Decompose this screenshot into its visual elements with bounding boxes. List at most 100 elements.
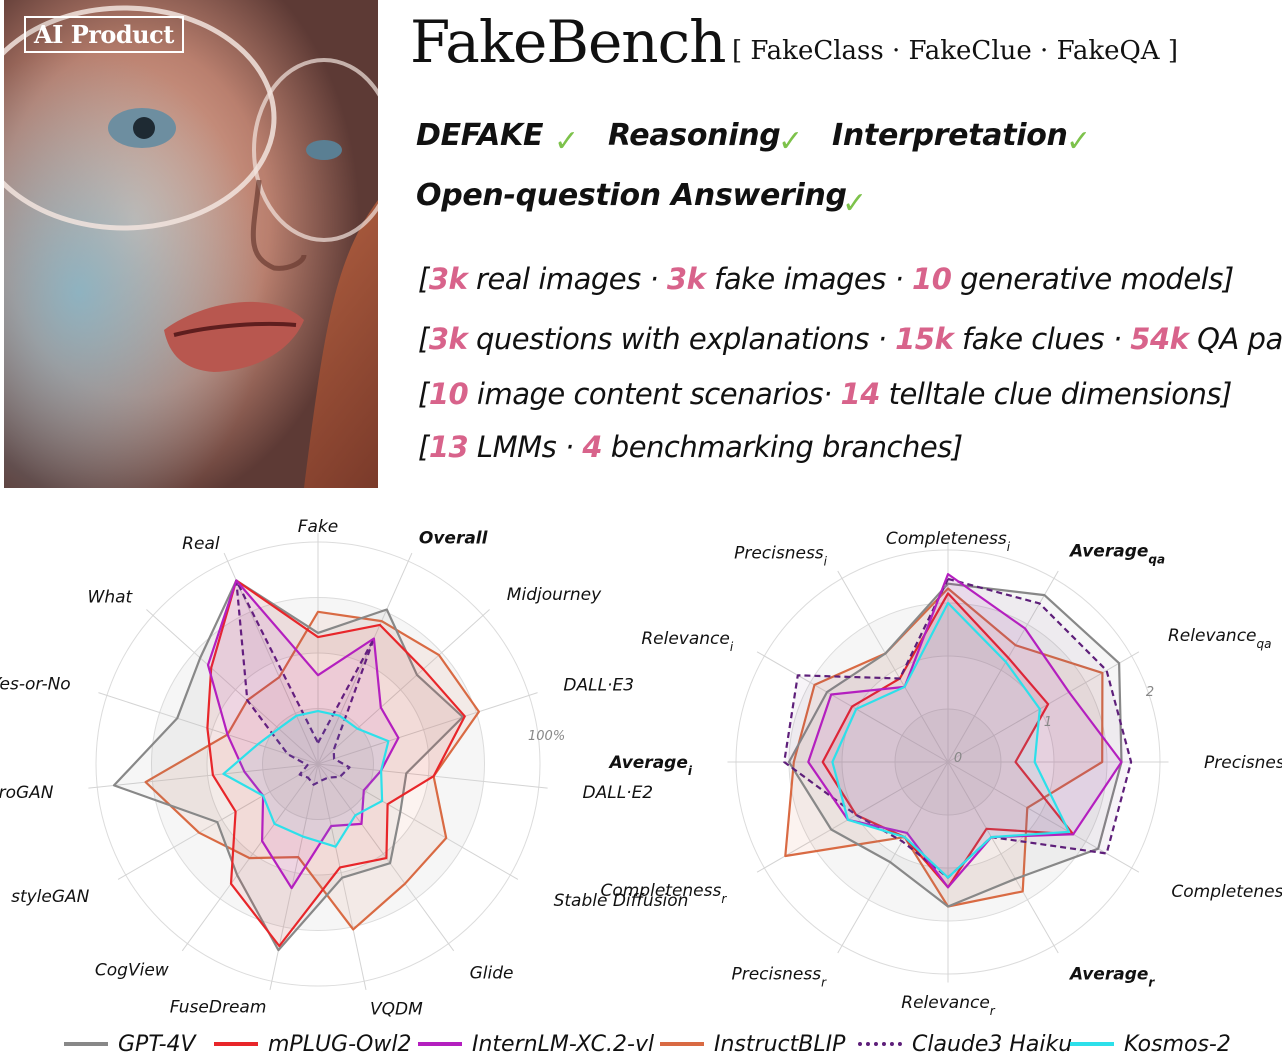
legend-line-gpt-4v [64,1042,108,1046]
axis-label-precisness-r: Precisnessr [731,964,827,989]
series-internlm-xc-2-vl [206,579,400,890]
tick-label: 2 [1146,685,1154,700]
axis-label-average-i: Averagei [607,753,692,778]
legend-label: Claude3 Haiku [912,1031,1073,1057]
stat-number: 10 [428,377,469,411]
legend-item-gpt-4v: GPT-4V [64,1030,196,1058]
grid-spoke [837,761,949,954]
stat-text: image content scenarios· [468,377,841,411]
stat-text: [ [418,377,429,411]
legend-label: mPLUG-Owl2 [268,1031,412,1057]
stat-number: 54k [1130,322,1189,356]
series-gpt-4v [112,579,464,952]
stat-line-lmms: [13 LMMs · 4 benchmarking branches] [418,430,963,464]
stat-line-images: [3k real images · 3k fake images · 10 ge… [418,262,1234,296]
axis-label-yes-or-no: Yes-or-No [0,675,71,695]
grid-spoke [317,692,538,765]
page-title: FakeBench [410,8,726,76]
legend-item-claude3-haiku: Claude3 Haiku [858,1030,1072,1058]
grid-spoke [756,761,949,873]
series-claude3-haiku [235,579,375,786]
stat-number: 15k [895,322,954,356]
grid-spoke [317,609,490,765]
grid-spoke [947,651,1140,763]
legend-item-kosmos-2: Kosmos-2 [1070,1030,1231,1058]
legend-label: Kosmos-2 [1124,1031,1231,1057]
stat-text: questions with explanations · [467,322,896,356]
hero-photo: AI Product [4,0,378,488]
radar-charts: Fake Overall Midjourney DALL·E3 DALL·E2 Stabl… [0,517,1282,1020]
stat-text: LMMs · [468,430,583,464]
axis-label-average-qa: Averageqa [1068,542,1165,567]
legend-line-internlm [418,1042,462,1046]
axis-label-what: What [88,588,134,608]
legend-item-internlm: InternLM-XC.2-vl [418,1030,654,1058]
axis-label-dall-e2: DALL·E2 [583,783,654,803]
legend-line-claude3-haiku [858,1042,902,1046]
check-icon: ✓ [554,124,580,159]
stat-line-questions: [3k questions with explanations · 15k fa… [418,322,1282,356]
axis-label-relevance-qa: Relevanceqa [1168,626,1272,651]
tick-label: 0 [954,751,962,766]
ai-product-badge: AI Product [24,16,184,53]
legend-item-mplug-owl2: mPLUG-Owl2 [214,1030,411,1058]
stat-text: generative models] [951,262,1234,296]
stat-text: [ [418,430,429,464]
stat-number: 3k [666,262,706,296]
task-interpretation: Interpretation [832,118,1068,153]
axis-label-cogview: CogView [95,961,169,981]
legend-line-kosmos-2 [1070,1042,1114,1046]
axis-label-real: Real [182,534,220,554]
page-subtitle: [ FakeClass · FakeClue · FakeQA ] [732,36,1178,66]
legend-item-instructblip: InstructBLIP [660,1030,845,1058]
series-instructblip [144,610,480,931]
axis-label-stylegan: styleGAN [11,887,90,907]
grid-spoke [269,763,319,990]
chart-legend: GPT-4V mPLUG-Owl2 InternLM-XC.2-vl Instr… [0,1028,1282,1062]
stat-number: 10 [912,262,952,296]
axis-label-completeness-i: Completenessi [886,529,1011,554]
grid-spoke [88,763,319,789]
legend-line-mplug-owl2 [214,1042,258,1046]
stat-number: 3k [428,262,468,296]
legend-label: InstructBLIP [714,1031,846,1057]
tick-label: 100% [528,729,565,744]
check-icon: ✓ [842,186,868,221]
task-reasoning: Reasoning [608,118,781,153]
series-kosmos-2 [831,601,1071,879]
check-icon: ✓ [1066,124,1092,159]
portrait-illustration [4,0,378,488]
stat-text: real images · [467,262,667,296]
stat-text: benchmarking branches] [602,430,963,464]
legend-label: GPT-4V [118,1031,196,1057]
axis-label-completeness-r: Completenessr [600,881,727,906]
axis-label-completeness-qa: Completenessqa [1171,882,1282,907]
task-open-question-answering: Open-question Answering [416,178,847,213]
grid-spoke [837,570,949,763]
grid-spoke [947,761,1059,954]
stat-text: [ [418,262,429,296]
grid-spoke [947,761,1140,873]
axis-label-precisness-qa: Precisnessqa [1204,753,1282,778]
axis-label-fake: Fake [298,517,339,537]
axis-label-overall: Overall [419,528,489,548]
axis-label-average-r: Averager [1068,964,1155,989]
stat-text: [ [418,322,429,356]
grid-spoke [317,552,413,765]
axis-label-glide: Glide [470,964,514,984]
stat-number: 13 [428,430,469,464]
axis-label-stable-diffusion: Stable Diffusion [554,891,689,911]
grid-spoke [317,763,519,880]
stat-number: 14 [840,377,881,411]
grid-spoke [146,609,319,765]
stat-text: fake clues · [953,322,1131,356]
axis-label-relevance-i: Relevancei [641,629,734,654]
stat-line-scenarios: [10 image content scenarios· 14 telltale… [418,377,1232,411]
legend-label: InternLM-XC.2-vl [472,1031,655,1057]
legend-line-instructblip [660,1042,704,1046]
axis-label-relevance-r: Relevancer [901,993,996,1018]
task-defake: DEFAKE [416,118,544,153]
axis-label-fusedream: FuseDream [170,998,267,1018]
axis-label-progan: proGAN [0,783,54,803]
check-icon: ✓ [778,124,804,159]
